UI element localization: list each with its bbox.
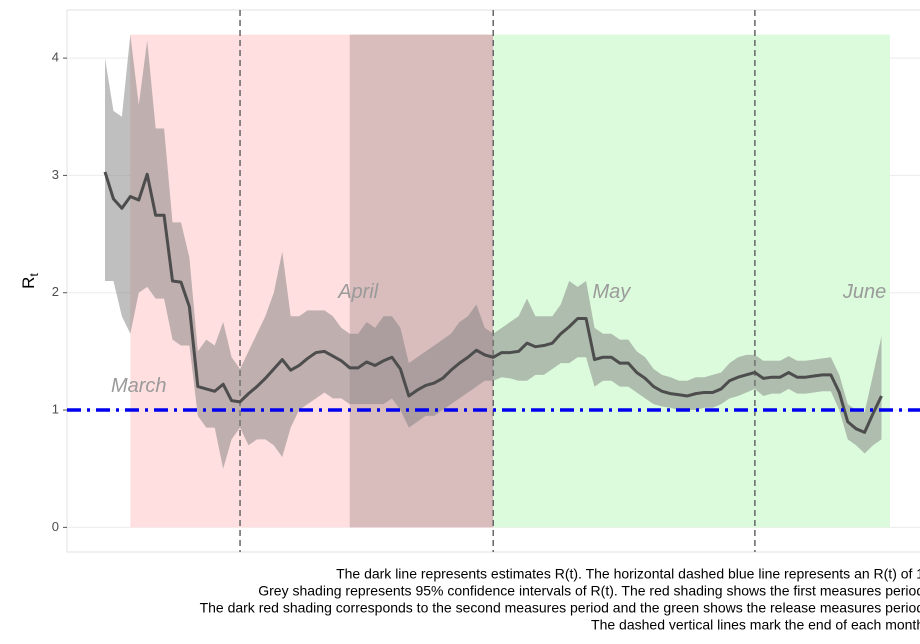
month-label: June — [842, 281, 886, 303]
month-label: March — [111, 375, 167, 397]
y-tick-label: 0 — [52, 519, 59, 534]
estimate-line — [103, 171, 883, 434]
month-label: May — [593, 281, 632, 303]
shaded-period — [349, 34, 494, 528]
caption-line: The dark red shading corresponds to the … — [200, 600, 920, 616]
y-axis-title-sub: t — [27, 273, 41, 277]
caption-line: Grey shading represents 95% confidence i… — [258, 583, 920, 599]
shaded-period — [493, 34, 890, 528]
caption-line: The dashed vertical lines mark the end o… — [591, 617, 920, 633]
y-tick-label: 2 — [52, 284, 59, 299]
y-axis-title-main: R — [19, 277, 38, 289]
y-axis-title: Rt — [19, 273, 41, 289]
y-tick-label: 4 — [52, 50, 59, 65]
caption-line: The dark line represents estimates R(t).… — [336, 566, 920, 582]
confidence-ribbon — [105, 34, 882, 469]
y-tick-label: 3 — [52, 167, 59, 182]
month-label: April — [337, 281, 379, 303]
y-tick-label: 1 — [52, 401, 59, 416]
